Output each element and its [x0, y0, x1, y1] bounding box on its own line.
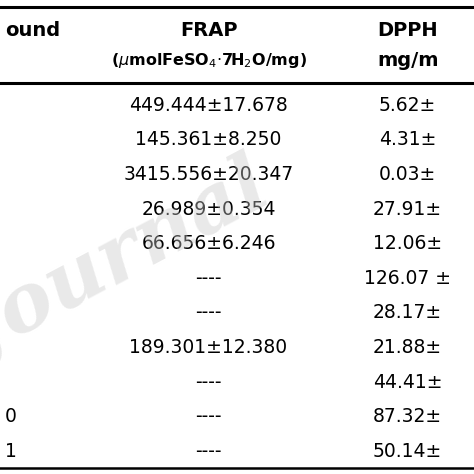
Text: ----: ----	[195, 269, 222, 288]
Text: Journal: Journal	[0, 153, 284, 378]
Text: 449.444±17.678: 449.444±17.678	[129, 96, 288, 115]
Text: ($\mu$molFeSO$_4$$\cdot$7H$_2$O/mg): ($\mu$molFeSO$_4$$\cdot$7H$_2$O/mg)	[110, 51, 307, 70]
Text: mg/m: mg/m	[377, 51, 438, 70]
Text: ----: ----	[195, 442, 222, 461]
Text: ----: ----	[195, 303, 222, 322]
Text: 87.32±: 87.32±	[373, 407, 442, 426]
Text: ound: ound	[5, 21, 60, 40]
Text: 26.989±0.354: 26.989±0.354	[141, 200, 276, 219]
Text: 0: 0	[5, 407, 17, 426]
Text: 66.656±6.246: 66.656±6.246	[141, 234, 276, 253]
Text: 27.91±: 27.91±	[373, 200, 442, 219]
Text: 12.06±: 12.06±	[373, 234, 442, 253]
Text: 3415.556±20.347: 3415.556±20.347	[123, 165, 294, 184]
Text: 145.361±8.250: 145.361±8.250	[136, 130, 282, 149]
Text: 1: 1	[5, 442, 17, 461]
Text: ----: ----	[195, 373, 222, 392]
Text: 189.301±12.380: 189.301±12.380	[129, 338, 288, 357]
Text: 126.07 ±: 126.07 ±	[364, 269, 451, 288]
Text: FRAP: FRAP	[180, 21, 237, 40]
Text: 28.17±: 28.17±	[373, 303, 442, 322]
Text: 5.62±: 5.62±	[379, 96, 436, 115]
Text: DPPH: DPPH	[377, 21, 438, 40]
Text: 21.88±: 21.88±	[373, 338, 442, 357]
Text: 50.14±: 50.14±	[373, 442, 442, 461]
Text: 44.41±: 44.41±	[373, 373, 442, 392]
Text: ----: ----	[195, 407, 222, 426]
Text: 0.03±: 0.03±	[379, 165, 436, 184]
Text: 4.31±: 4.31±	[379, 130, 437, 149]
